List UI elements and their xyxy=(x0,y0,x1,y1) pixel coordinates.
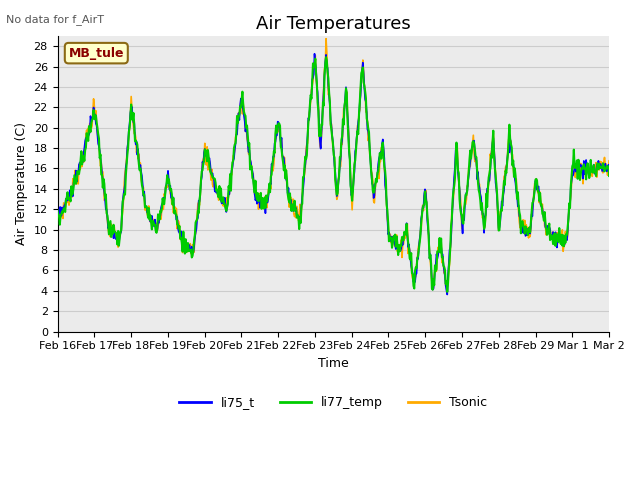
Title: Air Temperatures: Air Temperatures xyxy=(256,15,411,33)
Text: No data for f_AirT: No data for f_AirT xyxy=(6,14,104,25)
Y-axis label: Air Temperature (C): Air Temperature (C) xyxy=(15,122,28,245)
X-axis label: Time: Time xyxy=(318,357,349,370)
Legend: li75_t, li77_temp, Tsonic: li75_t, li77_temp, Tsonic xyxy=(174,391,492,414)
Text: MB_tule: MB_tule xyxy=(68,47,124,60)
